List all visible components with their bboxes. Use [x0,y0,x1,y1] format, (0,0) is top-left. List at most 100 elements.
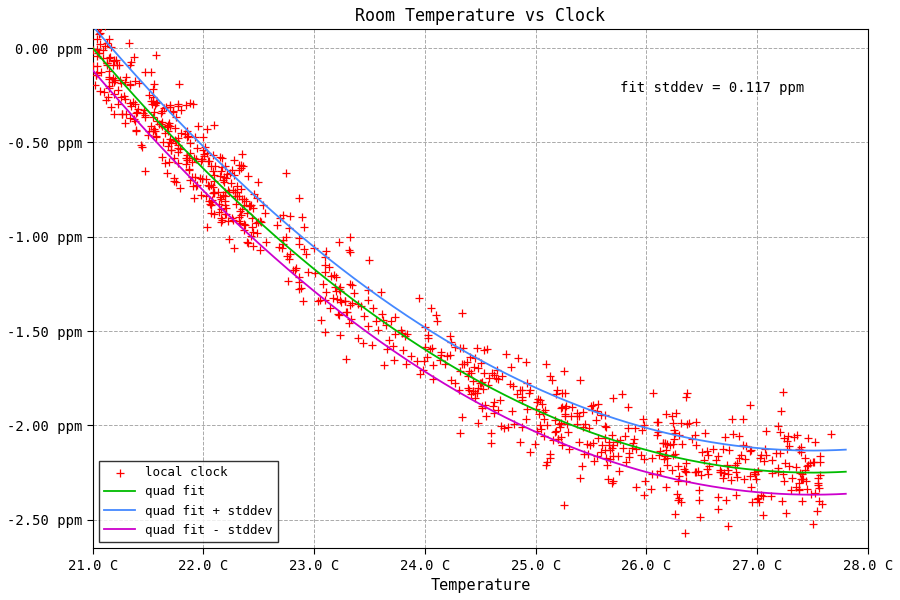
local clock [294,212,309,222]
local clock [189,181,203,190]
local clock [234,184,248,194]
quad fit [567,422,578,429]
local clock [221,187,236,197]
local clock [711,504,725,514]
local clock [780,431,795,440]
local clock [519,404,534,414]
local clock [505,407,519,416]
local clock [750,494,764,503]
local clock [789,462,804,472]
local clock [539,460,554,469]
local clock [282,254,296,264]
local clock [463,352,477,361]
local clock [388,329,402,338]
local clock [804,490,818,499]
local clock [292,284,306,294]
local clock [306,244,320,253]
local clock [311,296,326,306]
local clock [399,359,413,369]
local clock [765,468,779,478]
local clock [601,474,616,484]
local clock [461,371,475,381]
local clock [270,221,284,230]
local clock [716,473,730,483]
local clock [581,449,596,459]
local clock [168,112,183,122]
local clock [800,461,814,470]
local clock [575,461,590,470]
local clock [511,353,526,363]
local clock [199,175,213,184]
local clock [163,100,177,110]
quad fit - stddev [567,444,578,451]
local clock [292,233,306,242]
local clock [540,421,554,430]
local clock [197,143,211,152]
local clock [107,56,122,65]
local clock [613,435,627,445]
local clock [522,388,536,398]
local clock [97,41,112,51]
local clock [169,136,184,146]
local clock [637,476,652,485]
local clock [789,431,804,440]
local clock [232,217,247,226]
local clock [635,415,650,424]
local clock [410,356,424,365]
local clock [430,316,445,325]
local clock [146,92,160,102]
local clock [179,150,194,160]
local clock [148,133,163,142]
local clock [461,383,475,393]
local clock [111,8,125,17]
local clock [743,472,758,481]
local clock [560,419,574,428]
local clock [594,410,608,419]
local clock [127,114,141,124]
local clock [225,213,239,223]
local clock [154,119,168,128]
local clock [187,154,202,163]
local clock [152,119,166,129]
local clock [207,121,221,130]
local clock [126,97,140,107]
local clock [118,118,132,128]
local clock [322,262,337,272]
local clock [315,280,329,289]
local clock [115,109,130,119]
local clock [207,209,221,218]
local clock [180,155,194,164]
local clock [668,509,682,519]
local clock [171,143,185,152]
local clock [104,42,118,52]
local clock [606,440,620,450]
local clock [611,451,625,461]
local clock [729,490,743,500]
local clock [102,53,116,63]
quad fit + stddev [736,443,747,450]
local clock [217,178,231,187]
local clock [425,343,439,352]
local clock [128,116,142,126]
local clock [214,217,229,226]
local clock [172,80,186,89]
local clock [212,192,227,202]
local clock [747,467,761,477]
local clock [113,75,128,85]
local clock [770,467,785,476]
local clock [118,95,132,104]
local clock [86,61,100,71]
local clock [177,129,192,139]
local clock [682,418,697,427]
local clock [598,422,613,431]
local clock [284,249,298,259]
local clock [523,385,537,394]
local clock [99,95,113,105]
local clock [205,197,220,207]
local clock [157,103,171,113]
Legend: local clock, quad fit, quad fit + stddev, quad fit - stddev: local clock, quad fit, quad fit + stddev… [99,461,278,542]
local clock [598,453,613,463]
local clock [189,182,203,191]
local clock [253,217,267,226]
local clock [454,308,469,318]
